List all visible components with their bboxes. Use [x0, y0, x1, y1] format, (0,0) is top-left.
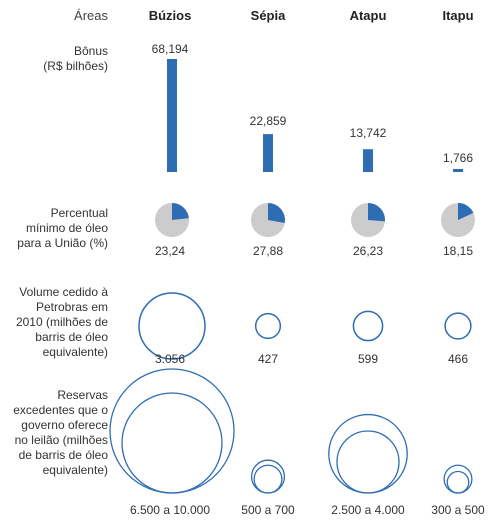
reserves-max-circle-buzios	[109, 368, 235, 494]
row-label-bonus: Bônus (R$ bilhões)	[43, 44, 108, 73]
reserves-min-circle-atapu	[336, 430, 400, 494]
volume-circle-buzios	[138, 292, 206, 360]
percent-slice-atapu	[368, 203, 385, 222]
percent-label-itapu: 18,15	[442, 244, 474, 258]
reserves-max-circle-atapu	[328, 413, 408, 494]
bonus-bar-buzios	[167, 59, 177, 172]
volume-circle-atapu	[352, 310, 384, 342]
reserves-label-buzios: 6.500 a 10.000	[129, 503, 211, 517]
percent-label-buzios: 23,24	[154, 244, 186, 258]
percent-label-atapu: 26,23	[352, 244, 384, 258]
reserves-label-atapu: 2.500 a 4.000	[331, 503, 405, 517]
bonus-bar-itapu	[453, 169, 463, 172]
percent-slice-buzios	[172, 203, 189, 220]
row-label-reserves: Reservas excedentes que o governo oferec…	[13, 388, 108, 477]
bonus-label-sepia: 22,859	[249, 114, 287, 128]
area-header-itapu: Itapu	[442, 8, 474, 23]
area-header-atapu: Atapu	[349, 8, 387, 23]
volume-circle-itapu	[444, 312, 472, 340]
percent-label-sepia: 27,88	[252, 244, 284, 258]
bonus-label-atapu: 13,742	[349, 126, 387, 140]
percent-slice-sepia	[268, 203, 285, 224]
volume-label-sepia: 427	[257, 352, 279, 366]
volume-circle-sepia	[254, 312, 282, 340]
area-header-sepia: Sépia	[250, 8, 286, 23]
volume-label-atapu: 599	[357, 352, 379, 366]
percent-slice-itapu	[458, 203, 474, 220]
row-label-volume: Volume cedido à Petrobras em 2010 (milhõ…	[15, 285, 108, 359]
area-header-buzios: Búzios	[148, 8, 192, 23]
reserves-label-itapu: 300 a 500	[431, 503, 485, 517]
bonus-label-itapu: 1,766	[442, 151, 474, 165]
row-label-percent: Percentual mínimo de óleo para a União (…	[17, 206, 108, 250]
bonus-label-buzios: 68,194	[151, 42, 189, 56]
bonus-bar-atapu	[363, 149, 373, 172]
volume-label-itapu: 466	[447, 352, 469, 366]
areas-header: Áreas	[74, 8, 108, 23]
reserves-min-circle-sepia	[253, 464, 283, 494]
reserves-min-circle-buzios	[121, 392, 223, 494]
bonus-bar-sepia	[263, 134, 273, 172]
reserves-min-circle-itapu	[446, 470, 470, 494]
volume-label-buzios: 3.056	[154, 352, 186, 366]
reserves-label-sepia: 500 a 700	[241, 503, 295, 517]
